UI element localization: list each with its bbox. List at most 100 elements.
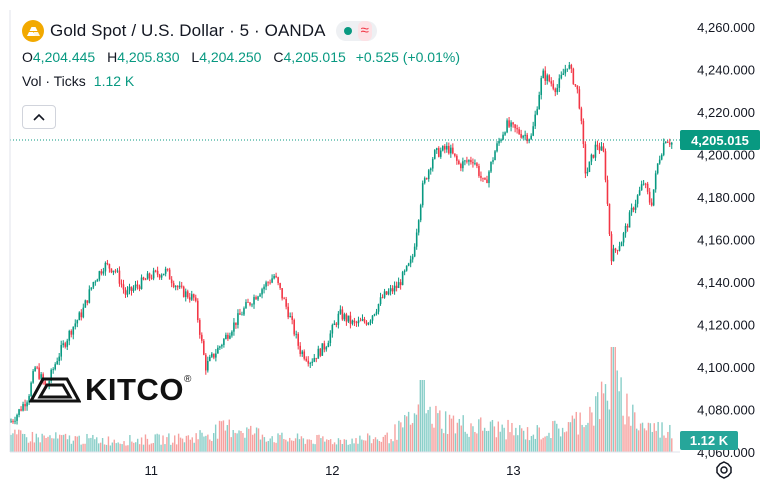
- candle-body: [70, 330, 73, 335]
- volume-label[interactable]: Vol · Ticks: [22, 73, 86, 89]
- candle-body: [502, 134, 504, 140]
- volume-bar: [90, 437, 92, 452]
- volume-bar: [556, 423, 558, 452]
- candle-body: [170, 279, 173, 284]
- volume-bar: [257, 428, 260, 452]
- volume-bar: [616, 370, 618, 452]
- volume-bar: [519, 425, 521, 452]
- price-axis[interactable]: 4,260.000 4,240.000 4,220.000 4,200.000 4,18…: [697, 20, 755, 460]
- candle-body: [456, 155, 458, 161]
- volume-bar: [583, 427, 585, 452]
- candle-body: [138, 286, 141, 289]
- candle-body: [192, 294, 195, 298]
- volume-bar: [76, 436, 78, 452]
- time-axis[interactable]: 11 12 13: [144, 463, 520, 478]
- volume-bar: [499, 431, 501, 452]
- candle-body: [389, 288, 392, 292]
- volume-bar: [433, 427, 435, 452]
- candle-body: [80, 312, 83, 318]
- candle-body: [164, 268, 167, 274]
- volume-bar: [491, 419, 494, 452]
- candle-body: [74, 323, 77, 327]
- volume-bar: [29, 441, 32, 452]
- settings-gear-icon[interactable]: [714, 460, 734, 480]
- volume-bar: [651, 431, 653, 452]
- candle-body: [604, 151, 607, 180]
- volume-bar: [154, 434, 156, 452]
- volume-bar: [187, 435, 190, 452]
- candle-body: [660, 154, 663, 160]
- volume-bar: [565, 431, 568, 452]
- volume-bar: [622, 415, 624, 452]
- collapse-legend-button[interactable]: [22, 105, 56, 129]
- volume-bar: [657, 421, 659, 452]
- price-tick-label: 4,160.000: [697, 233, 755, 248]
- candle-body: [383, 291, 386, 298]
- candle-body: [626, 225, 629, 228]
- candle-body: [458, 160, 460, 165]
- candle-body: [321, 343, 324, 356]
- volume-bar: [522, 430, 525, 452]
- candle-body: [317, 348, 320, 359]
- volume-bar: [51, 438, 53, 452]
- candle-body: [632, 207, 635, 210]
- volume-bar: [569, 422, 572, 452]
- volume-bar: [593, 425, 595, 452]
- candle-body: [295, 333, 297, 335]
- volume-bar: [220, 421, 223, 452]
- volume-bar: [452, 415, 455, 452]
- candle-body: [225, 334, 227, 340]
- volume-bar: [388, 443, 390, 452]
- volume-bar: [21, 433, 24, 452]
- candle-body: [580, 108, 583, 121]
- candle-body: [606, 179, 609, 204]
- candle-body: [247, 302, 249, 303]
- candle-body: [90, 287, 93, 290]
- volume-bar: [437, 413, 439, 452]
- volume-bar: [359, 435, 361, 452]
- candle-body: [654, 173, 657, 190]
- volume-bar: [101, 438, 104, 452]
- volume-bar: [487, 430, 490, 452]
- volume-bar: [581, 424, 583, 452]
- volume-bar: [14, 429, 16, 452]
- volume-bar: [376, 439, 379, 452]
- volume-bar: [261, 434, 264, 452]
- ohlc-values: O4,204.445 H4,205.830 L4,204.250 C4,205.…: [22, 49, 460, 65]
- candle-body: [40, 374, 42, 379]
- volume-bar: [33, 442, 36, 452]
- volume-bar: [435, 405, 437, 452]
- volume-bar: [275, 442, 277, 452]
- volume-bar: [160, 444, 162, 452]
- candle-body: [472, 162, 474, 164]
- candle-body: [104, 262, 107, 272]
- candle-body: [462, 161, 464, 169]
- volume-bar: [628, 416, 630, 452]
- candle-body: [22, 404, 24, 411]
- volume-bar: [538, 427, 540, 452]
- candle-body: [353, 320, 356, 323]
- status-indicators[interactable]: ≈: [335, 21, 377, 41]
- volume-bar: [296, 433, 299, 452]
- volume-bar: [185, 435, 188, 452]
- volume-bar: [669, 424, 671, 452]
- volume-bar: [18, 429, 20, 452]
- candle-body: [381, 297, 384, 299]
- candle-body: [162, 273, 165, 276]
- volume-bar: [604, 384, 607, 452]
- candle-body: [504, 132, 506, 135]
- symbol-title[interactable]: Gold Spot / U.S. Dollar · 5 · OANDA: [50, 21, 326, 40]
- candle-body: [598, 146, 601, 151]
- candle-body: [299, 345, 302, 354]
- candle-body: [12, 421, 14, 422]
- candle-body: [98, 271, 101, 280]
- volume-bar: [546, 435, 548, 452]
- volume-bar: [659, 437, 661, 452]
- volume-bar: [68, 435, 71, 452]
- candle-body: [650, 202, 653, 206]
- candle-body: [570, 64, 573, 69]
- volume-bar: [326, 439, 328, 452]
- symbol-legend: Gold Spot / U.S. Dollar · 5 · OANDA ≈ O4…: [22, 18, 460, 89]
